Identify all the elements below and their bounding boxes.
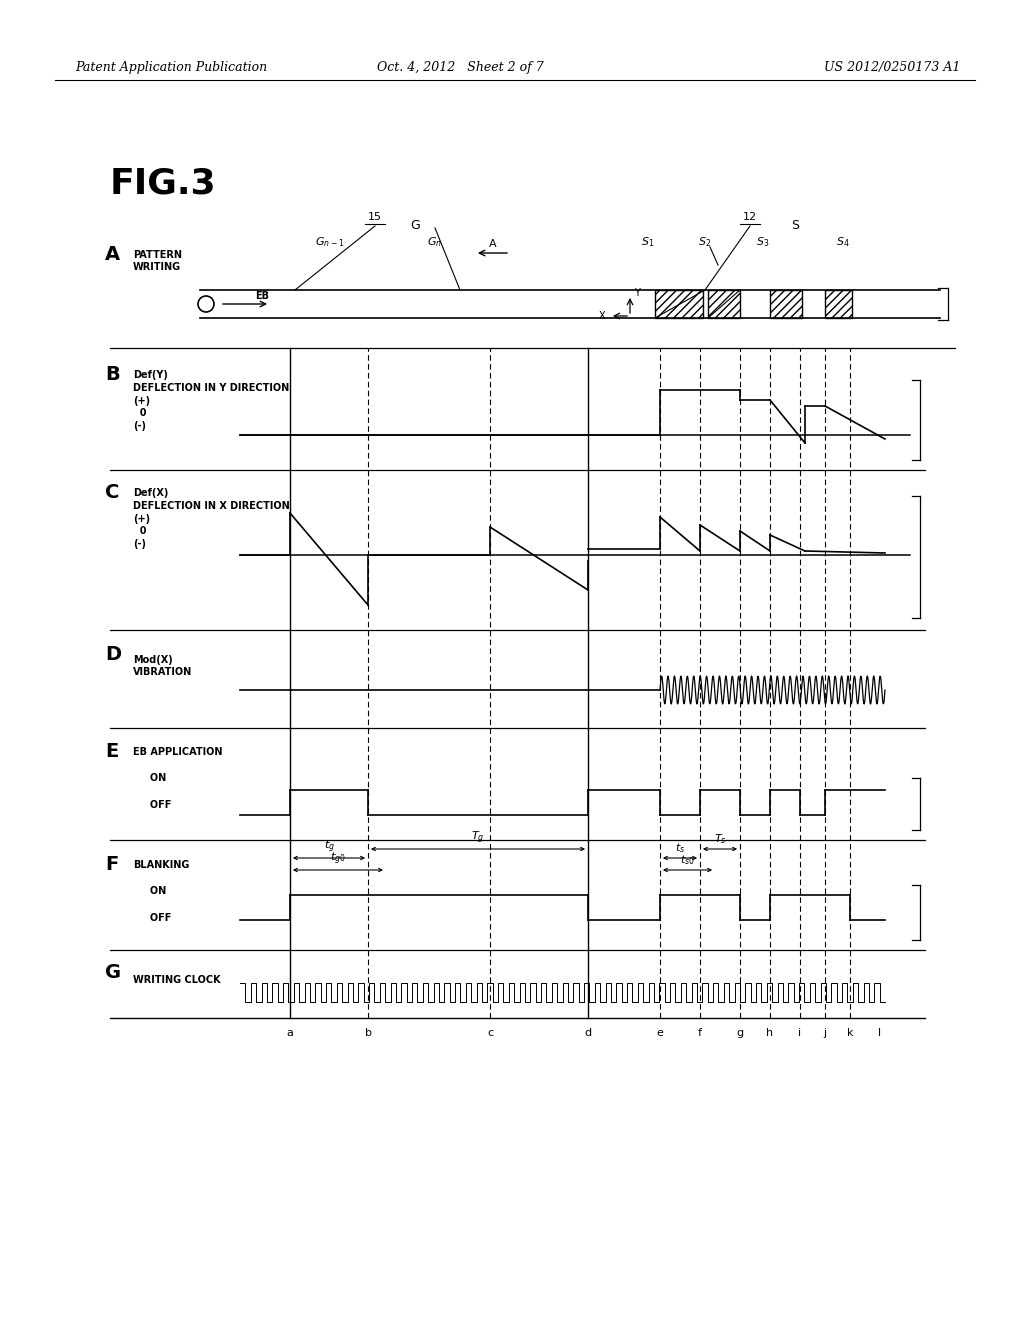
Text: 15: 15 — [368, 213, 382, 222]
Text: EB: EB — [255, 290, 269, 301]
Text: A: A — [105, 246, 120, 264]
Text: f: f — [698, 1028, 702, 1038]
Bar — [825, 290, 852, 318]
Text: G: G — [411, 219, 420, 232]
Text: WRITING CLOCK: WRITING CLOCK — [133, 975, 220, 985]
Text: Y: Y — [634, 288, 640, 298]
Text: X: X — [598, 312, 605, 321]
Text: a: a — [287, 1028, 294, 1038]
Text: $T_s$: $T_s$ — [714, 832, 726, 846]
Text: $S_3$: $S_3$ — [757, 235, 770, 249]
Bar — [708, 290, 740, 318]
Text: Patent Application Publication: Patent Application Publication — [75, 61, 267, 74]
Text: F: F — [105, 855, 118, 874]
Text: C: C — [105, 483, 120, 502]
Text: E: E — [105, 742, 118, 762]
Text: A: A — [489, 239, 497, 249]
Text: $t_s$: $t_s$ — [675, 841, 685, 855]
Text: Def(Y)
DEFLECTION IN Y DIRECTION
(+)
  0
(-): Def(Y) DEFLECTION IN Y DIRECTION (+) 0 (… — [133, 370, 289, 432]
Text: Mod(X)
VIBRATION: Mod(X) VIBRATION — [133, 655, 193, 677]
Text: $T_g$: $T_g$ — [471, 829, 484, 846]
Text: i: i — [799, 1028, 802, 1038]
Text: $G_n$: $G_n$ — [427, 235, 442, 249]
Text: g: g — [736, 1028, 743, 1038]
Text: S: S — [791, 219, 799, 232]
Text: d: d — [585, 1028, 592, 1038]
Text: l: l — [879, 1028, 882, 1038]
Text: k: k — [847, 1028, 853, 1038]
Text: EB APPLICATION

     ON

     OFF: EB APPLICATION ON OFF — [133, 747, 222, 809]
Bar — [770, 290, 802, 318]
Text: BLANKING

     ON

     OFF: BLANKING ON OFF — [133, 861, 189, 923]
Text: c: c — [487, 1028, 494, 1038]
Text: $S_1$: $S_1$ — [641, 235, 654, 249]
Text: $t_{g0}$: $t_{g0}$ — [330, 850, 346, 867]
Text: e: e — [656, 1028, 664, 1038]
Text: US 2012/0250173 A1: US 2012/0250173 A1 — [823, 61, 961, 74]
Text: PATTERN
WRITING: PATTERN WRITING — [133, 249, 182, 272]
Text: $t_{s0}$: $t_{s0}$ — [680, 853, 694, 867]
Text: $S_4$: $S_4$ — [837, 235, 850, 249]
Text: j: j — [823, 1028, 826, 1038]
Text: B: B — [105, 366, 120, 384]
Text: $t_g$: $t_g$ — [324, 838, 335, 855]
Text: FIG.3: FIG.3 — [110, 166, 217, 201]
Text: h: h — [766, 1028, 773, 1038]
Text: $G_{n-1}$: $G_{n-1}$ — [315, 235, 345, 249]
Text: $S_2$: $S_2$ — [698, 235, 712, 249]
Text: b: b — [365, 1028, 372, 1038]
Bar — [655, 290, 703, 318]
Text: Oct. 4, 2012   Sheet 2 of 7: Oct. 4, 2012 Sheet 2 of 7 — [377, 61, 544, 74]
Text: 12: 12 — [743, 213, 757, 222]
Text: Def(X)
DEFLECTION IN X DIRECTION
(+)
  0
(-): Def(X) DEFLECTION IN X DIRECTION (+) 0 (… — [133, 488, 290, 549]
Text: G: G — [105, 964, 121, 982]
Text: D: D — [105, 645, 121, 664]
